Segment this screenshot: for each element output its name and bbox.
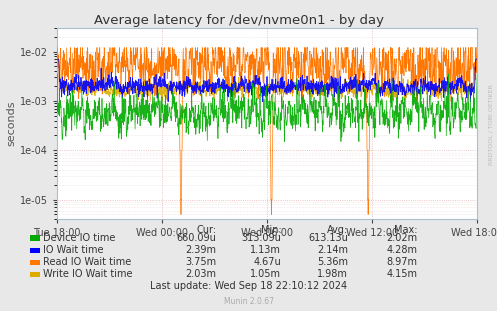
Text: 2.02m: 2.02m <box>386 233 417 243</box>
Text: 1.05m: 1.05m <box>250 269 281 279</box>
Text: Munin 2.0.67: Munin 2.0.67 <box>224 297 273 306</box>
Text: 2.14m: 2.14m <box>317 245 348 255</box>
Text: Device IO time: Device IO time <box>43 233 115 243</box>
Text: Avg:: Avg: <box>327 225 348 235</box>
Text: 1.13m: 1.13m <box>250 245 281 255</box>
Text: 660.09u: 660.09u <box>176 233 216 243</box>
Text: 613.13u: 613.13u <box>308 233 348 243</box>
Y-axis label: seconds: seconds <box>6 101 16 146</box>
Text: 3.75m: 3.75m <box>185 257 216 267</box>
Text: Write IO Wait time: Write IO Wait time <box>43 269 132 279</box>
Text: 313.09u: 313.09u <box>242 233 281 243</box>
Text: Last update: Wed Sep 18 22:10:12 2024: Last update: Wed Sep 18 22:10:12 2024 <box>150 281 347 291</box>
Text: Min:: Min: <box>260 225 281 235</box>
Text: IO Wait time: IO Wait time <box>43 245 103 255</box>
Text: 2.03m: 2.03m <box>185 269 216 279</box>
Text: 1.98m: 1.98m <box>317 269 348 279</box>
Text: Read IO Wait time: Read IO Wait time <box>43 257 131 267</box>
Text: 8.97m: 8.97m <box>387 257 417 267</box>
Text: 4.15m: 4.15m <box>387 269 417 279</box>
Text: 5.36m: 5.36m <box>317 257 348 267</box>
Text: 4.67u: 4.67u <box>253 257 281 267</box>
Text: 2.39m: 2.39m <box>185 245 216 255</box>
Text: Cur:: Cur: <box>196 225 216 235</box>
Text: Max:: Max: <box>394 225 417 235</box>
Text: Average latency for /dev/nvme0n1 - by day: Average latency for /dev/nvme0n1 - by da… <box>93 14 384 27</box>
Text: 4.28m: 4.28m <box>387 245 417 255</box>
Text: RRDTOOL / TOBI OETIKER: RRDTOOL / TOBI OETIKER <box>488 84 493 165</box>
